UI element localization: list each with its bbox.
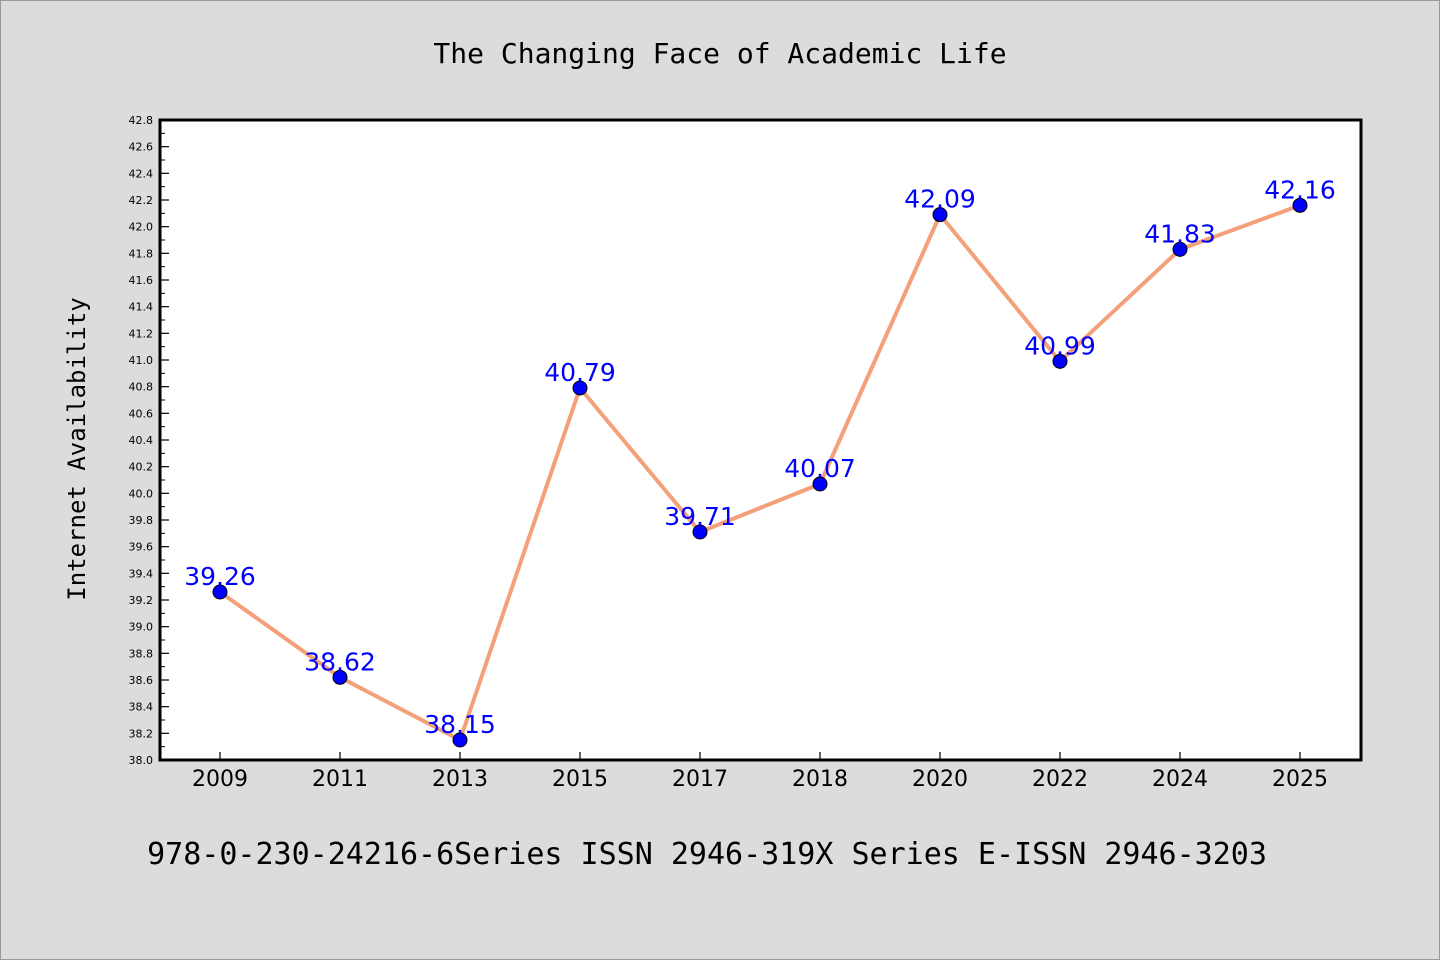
y-tick-label: 42.0 [129, 221, 154, 234]
x-tick-label: 2024 [1152, 767, 1208, 792]
data-series: 39.26 38.62 38.15 40.79 39.71 40.07 42.09 40.99… [184, 175, 1336, 748]
x-tick-label: 2022 [1032, 767, 1088, 792]
data-label: 39.26 [184, 562, 256, 591]
y-tick-label: 40.4 [129, 434, 154, 447]
x-tick-label: 2018 [792, 767, 848, 792]
x-tick-label: 2015 [552, 767, 608, 792]
x-tick-label: 2013 [432, 767, 488, 792]
y-tick-label: 41.8 [129, 247, 154, 260]
y-tick-label: 42.8 [129, 114, 154, 127]
y-tick-label: 39.0 [129, 621, 154, 634]
y-tick-label: 39.2 [129, 594, 154, 607]
y-tick-label: 40.2 [129, 461, 154, 474]
y-tick-label: 41.4 [129, 301, 154, 314]
data-label: 38.62 [304, 647, 376, 676]
y-tick-label: 39.6 [129, 541, 154, 554]
y-tick-label: 41.6 [129, 274, 154, 287]
data-point [1172, 241, 1188, 257]
data-point [1052, 353, 1068, 369]
series-line [218, 203, 1302, 742]
y-tick-label: 38.6 [129, 674, 154, 687]
x-axis: 2009 2011 2013 2015 2017 2018 2020 2022 2024 2025 [192, 752, 1328, 792]
data-point [572, 380, 588, 396]
plot-area [158, 118, 1363, 762]
data-point [212, 584, 228, 600]
y-tick-label: 42.6 [129, 141, 154, 154]
footer-isbn-issn: 978-0-230-24216-6Series ISSN 2946-319X S… [147, 837, 1267, 872]
y-tick-label: 42.2 [129, 194, 154, 207]
data-label: 41.83 [1144, 219, 1216, 248]
data-label: 40.99 [1024, 331, 1096, 360]
y-tick-label: 38.2 [129, 727, 154, 740]
y-tick-label: 41.0 [129, 354, 154, 367]
data-label: 38.15 [424, 710, 496, 739]
y-tick-label: 42.4 [129, 167, 154, 180]
y-tick-label: 38.4 [129, 701, 154, 714]
x-tick-label: 2009 [192, 767, 248, 792]
y-tick-label: 38.8 [129, 647, 154, 660]
y-tick-label: 40.6 [129, 407, 154, 420]
data-point [812, 476, 828, 492]
data-label: 40.07 [784, 454, 856, 483]
chart-title: The Changing Face of Academic Life [433, 37, 1006, 70]
y-tick-label: 40.0 [129, 487, 154, 500]
x-tick-label: 2017 [672, 767, 728, 792]
y-tick-label: 38.0 [129, 754, 154, 767]
x-tick-label: 2011 [312, 767, 368, 792]
x-tick-label: 2020 [912, 767, 968, 792]
data-label: 42.16 [1264, 175, 1336, 204]
data-point [1292, 197, 1308, 213]
y-tick-label: 40.8 [129, 381, 154, 394]
y-tick-label: 41.2 [129, 327, 154, 340]
data-label: 40.79 [544, 358, 616, 387]
y-axis: 38.0 38.2 38.4 38.6 38.8 39.0 39.2 39.4 39.6 39.8… [129, 114, 169, 767]
data-point [692, 524, 708, 540]
y-tick-label: 39.8 [129, 514, 154, 527]
y-tick-label: 39.4 [129, 567, 154, 580]
data-point [452, 732, 468, 748]
data-label: 39.71 [664, 502, 736, 531]
data-point [932, 207, 948, 223]
y-axis-label: Internet Availability [63, 297, 91, 600]
x-tick-label: 2025 [1272, 767, 1328, 792]
data-label: 42.09 [904, 185, 976, 214]
data-point [332, 669, 348, 685]
